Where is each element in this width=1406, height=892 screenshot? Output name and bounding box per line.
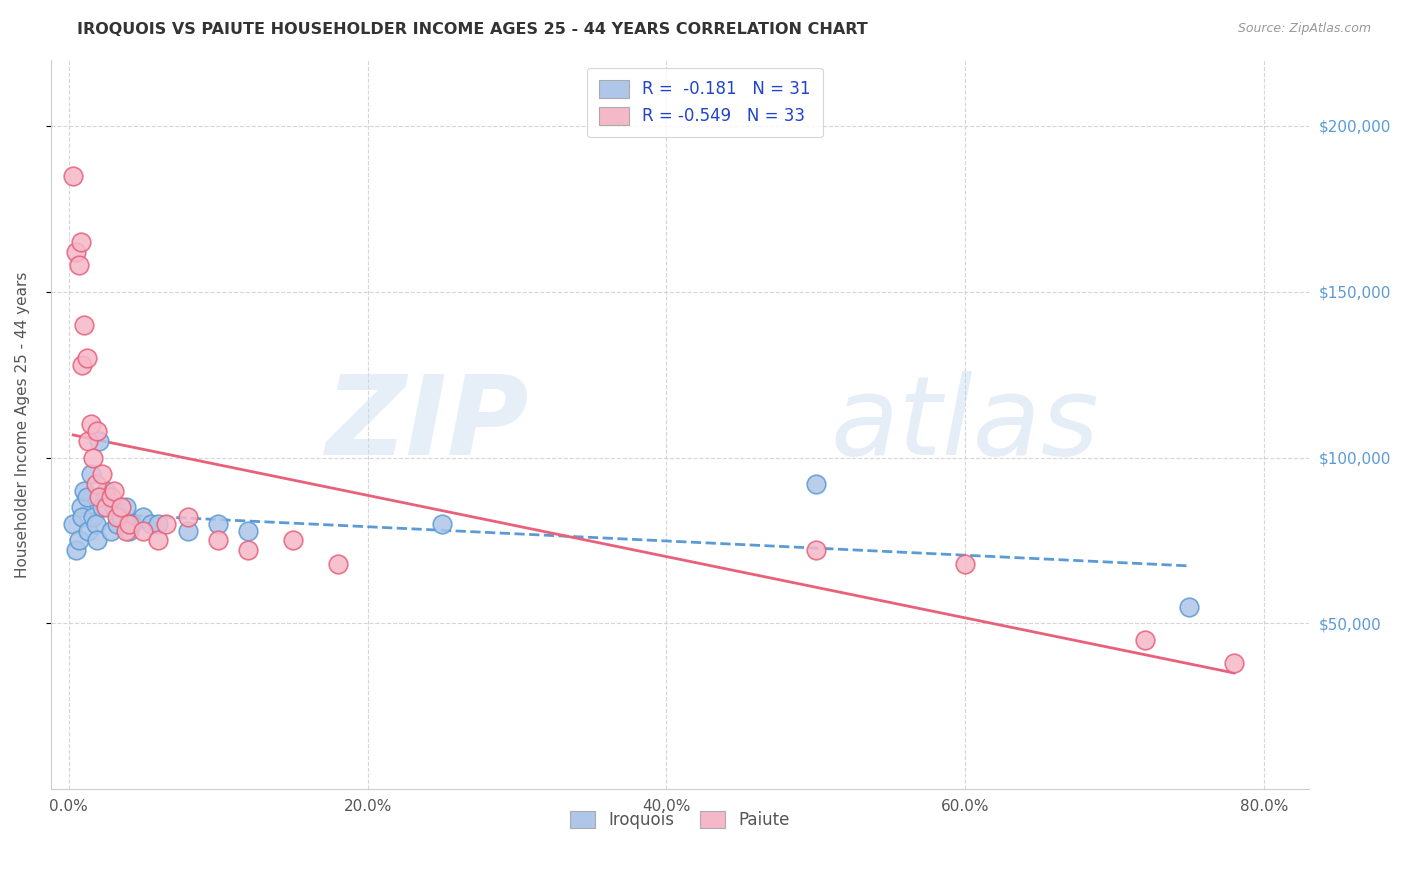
Point [117,524,139,538]
Text: IROQUOIS VS PAIUTE HOUSEHOLDER INCOME AGES 25 - 44 YEARS CORRELATION CHART: IROQUOIS VS PAIUTE HOUSEHOLDER INCOME AG… [77,22,868,37]
Point [117,516,139,531]
Point [76,351,98,365]
Point [121,516,143,531]
Point [132,524,155,538]
Point [70,358,93,372]
Point [177,510,200,524]
Point [86,424,108,438]
Point [100,491,122,505]
Point [62,516,84,531]
Text: atlas: atlas [831,371,1099,478]
Point [65,244,87,259]
Point [80,417,103,432]
Point [103,483,125,498]
Text: ZIP: ZIP [325,371,529,478]
Point [148,533,170,548]
Point [73,483,96,498]
Point [103,500,125,515]
Point [87,491,110,505]
Point [139,516,162,531]
Point [65,543,87,558]
Point [114,500,136,515]
Point [132,510,155,524]
Point [177,524,200,538]
Point [236,524,259,538]
Point [1223,656,1246,670]
Point [82,510,104,524]
Point [432,516,454,531]
Point [76,491,98,505]
Point [804,477,827,491]
Point [77,524,100,538]
Y-axis label: Householder Income Ages 25 - 44 years: Householder Income Ages 25 - 44 years [15,271,30,578]
Point [70,510,93,524]
Point [110,500,132,515]
Point [77,434,100,448]
Point [84,477,107,491]
Point [62,169,84,183]
Point [114,524,136,538]
Point [155,516,177,531]
Point [281,533,304,548]
Text: Source: ZipAtlas.com: Source: ZipAtlas.com [1237,22,1371,36]
Point [207,533,229,548]
Point [67,258,90,272]
Point [105,510,128,524]
Point [86,533,108,548]
Point [804,543,827,558]
Point [1178,599,1201,614]
Point [69,500,91,515]
Point [90,500,112,515]
Point [148,516,170,531]
Point [207,516,229,531]
Point [67,533,90,548]
Point [326,557,349,571]
Point [236,543,259,558]
Point [90,467,112,482]
Legend: Iroquois, Paiute: Iroquois, Paiute [564,804,796,836]
Point [69,235,91,249]
Point [94,483,117,498]
Point [73,318,96,332]
Point [1133,632,1156,647]
Point [84,516,107,531]
Point [87,434,110,448]
Point [80,467,103,482]
Point [94,500,117,515]
Point [105,516,128,531]
Point [110,510,132,524]
Point [955,557,977,571]
Point [82,450,104,465]
Point [100,524,122,538]
